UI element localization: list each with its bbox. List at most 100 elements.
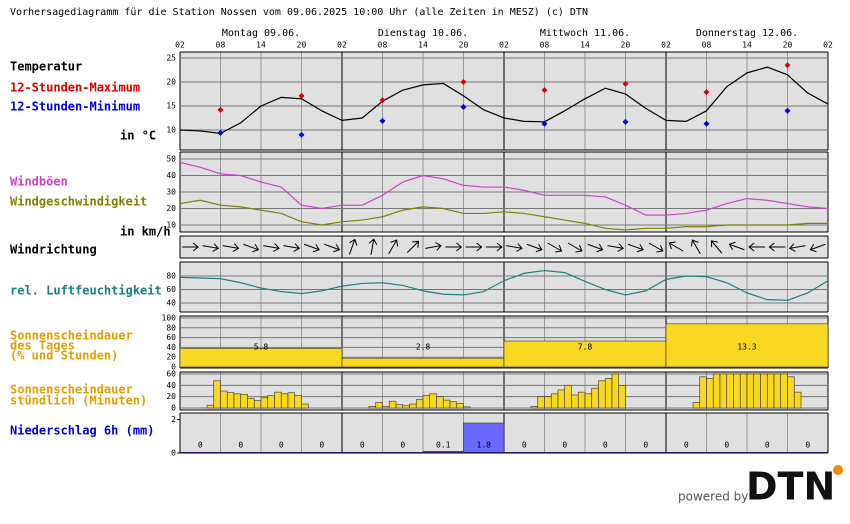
series-line	[179, 269, 829, 301]
y-tick-label: 80	[166, 323, 176, 332]
panel-label: rel. Luftfeuchtigkeit	[10, 284, 162, 298]
bar	[382, 406, 390, 409]
bar	[280, 393, 289, 409]
marker	[622, 80, 629, 87]
bar-hours-label: 5.8	[254, 343, 269, 352]
bar	[530, 406, 539, 409]
y-tick-label: 30	[166, 188, 176, 197]
bar	[591, 387, 599, 409]
wind-arrow	[485, 242, 503, 252]
bar	[733, 373, 741, 409]
bar	[341, 357, 505, 368]
marker	[541, 87, 548, 94]
bar	[422, 395, 431, 409]
wind-arrow	[768, 242, 786, 252]
bar	[557, 389, 566, 409]
marker	[217, 106, 224, 113]
x-tick-label: 02	[661, 41, 671, 50]
legend-label: 12-Stunden-Maximum	[10, 81, 140, 95]
bar	[766, 373, 775, 409]
powered-by: powered by	[678, 490, 748, 504]
legend-label: Windgeschwindigkeit	[10, 195, 147, 209]
bar	[598, 380, 606, 409]
panel-label: Sonnenscheindauer	[10, 329, 133, 343]
y-tick-label: 50	[166, 154, 176, 163]
x-tick-label: 02	[823, 41, 833, 50]
panel-label: des Tages	[10, 339, 75, 353]
bar	[368, 406, 377, 409]
wind-arrow	[182, 242, 199, 252]
x-tick-label: 02	[337, 41, 347, 50]
y-tick-label: 40	[166, 343, 176, 352]
bar	[226, 392, 235, 409]
bar	[274, 391, 282, 409]
unit-label: in km/h	[120, 225, 171, 239]
unit-label: in °C	[120, 129, 156, 143]
value-label: 0	[765, 441, 770, 450]
value-label: 0	[603, 441, 608, 450]
day-label: Mittwoch 11.06.	[540, 28, 630, 39]
bar	[388, 400, 397, 409]
wind-arrow	[748, 242, 766, 252]
x-tick-label: 14	[256, 41, 266, 50]
value-label: 0	[238, 441, 243, 450]
marker	[379, 97, 386, 104]
value-label: 0	[522, 441, 527, 450]
wind-arrow	[587, 243, 604, 253]
y-tick-label: 20	[166, 392, 176, 401]
bar-hours-label: 13.3	[737, 343, 756, 352]
y-tick-label: 20	[166, 204, 176, 213]
page-title: Vorhersagediagramm für die Station Nosse…	[10, 7, 588, 18]
bar	[436, 396, 444, 409]
day-label: Montag 09.06.	[222, 28, 300, 39]
bar	[793, 391, 802, 409]
bar	[726, 373, 734, 409]
marker	[460, 78, 467, 85]
y-tick-label: 40	[166, 381, 176, 390]
x-tick-label: 02	[499, 41, 509, 50]
value-label: 0	[198, 441, 203, 450]
y-tick-label: 100	[162, 313, 177, 322]
bar	[179, 348, 343, 368]
y-tick-label: 60	[166, 333, 176, 342]
y-tick-label: 10	[166, 125, 176, 134]
wind-arrow	[303, 243, 320, 253]
bar	[301, 403, 309, 409]
legend-label: Windböen	[10, 175, 68, 189]
bar	[780, 373, 788, 409]
x-tick-label: 20	[621, 41, 631, 50]
wind-arrow	[627, 243, 644, 253]
bar	[719, 373, 728, 409]
x-tick-label: 02	[175, 41, 185, 50]
marker	[784, 62, 791, 69]
bar	[294, 395, 302, 409]
bar	[544, 396, 552, 409]
y-tick-label: 80	[166, 271, 176, 280]
marker	[460, 103, 467, 110]
value-label: 0	[360, 441, 365, 450]
series-line	[179, 66, 829, 134]
marker	[703, 120, 710, 127]
bar	[233, 393, 242, 409]
wind-arrow	[425, 242, 442, 251]
bar	[773, 373, 782, 409]
x-tick-label: 14	[580, 41, 590, 50]
wind-arrow	[526, 243, 543, 253]
value-label: 0	[724, 441, 729, 450]
wind-arrow	[567, 242, 583, 253]
bar	[287, 392, 296, 409]
wind-arrow	[788, 243, 806, 252]
y-tick-label: 2	[171, 415, 176, 424]
panel-label: Windrichtung	[10, 243, 97, 257]
y-tick-label: 40	[166, 299, 176, 308]
bar	[402, 405, 410, 409]
bar	[260, 397, 269, 409]
bar	[442, 399, 451, 409]
bar	[753, 373, 761, 409]
value-label: 0	[279, 441, 284, 450]
wind-arrow	[547, 242, 563, 253]
wind-arrow	[283, 243, 301, 252]
y-tick-label: 60	[166, 285, 176, 294]
wind-arrow	[648, 242, 664, 253]
